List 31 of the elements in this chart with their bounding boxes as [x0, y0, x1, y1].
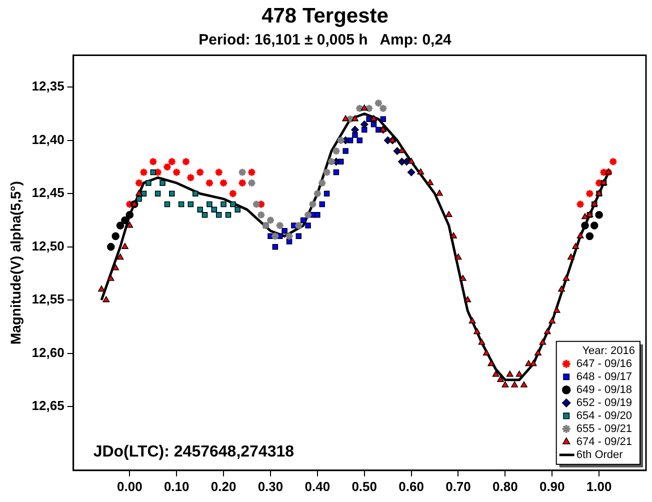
x-tick-label: 0.50 — [352, 478, 378, 494]
x-tick-label: 1.00 — [586, 478, 612, 494]
x-tick-label: 0.70 — [446, 478, 471, 494]
x-tick-label: 0.40 — [304, 478, 330, 494]
x-tick-label: 0.30 — [258, 478, 284, 494]
legend-label: 654 - 09/20 — [576, 410, 632, 422]
x-tick-label: 0.10 — [164, 478, 190, 494]
y-tick-label: 12,45 — [32, 185, 64, 200]
legend-label: 674 - 09/21 — [576, 436, 632, 448]
y-axis-title: Magnitude(V) alpha(5,5°) — [7, 181, 24, 345]
y-tick-label: 12,55 — [32, 292, 64, 307]
x-tick-label: 0.00 — [117, 478, 142, 494]
y-tick-label: 12,35 — [32, 78, 64, 94]
legend-label: 649 - 09/18 — [576, 384, 632, 396]
annotation: JDo(LTC): 2457648,274318 — [93, 443, 294, 460]
legend-title: Year: 2016 — [582, 344, 635, 357]
y-tick-label: 12,65 — [32, 398, 64, 414]
x-tick-label: 0.20 — [210, 478, 236, 494]
x-tick-label: 0.80 — [492, 478, 518, 494]
y-tick-label: 12,40 — [32, 132, 64, 147]
x-tick-label: 0.90 — [539, 478, 565, 494]
legend-label: 647 - 09/16 — [576, 358, 632, 370]
legend-label: 652 - 09/19 — [576, 396, 632, 409]
legend-label: 648 - 09/17 — [576, 370, 632, 383]
legend-label: 655 - 09/21 — [576, 422, 632, 435]
legend-label: 6th Order — [576, 448, 624, 461]
y-tick-label: 12,60 — [32, 344, 64, 360]
x-tick-label: 0.60 — [398, 478, 424, 494]
chart-subtitle: Period: 16,101 ± 0,005 h Amp: 0,24 — [198, 31, 452, 48]
y-tick-label: 12,50 — [32, 238, 64, 254]
chart-title: 478 Tergeste — [262, 4, 388, 28]
